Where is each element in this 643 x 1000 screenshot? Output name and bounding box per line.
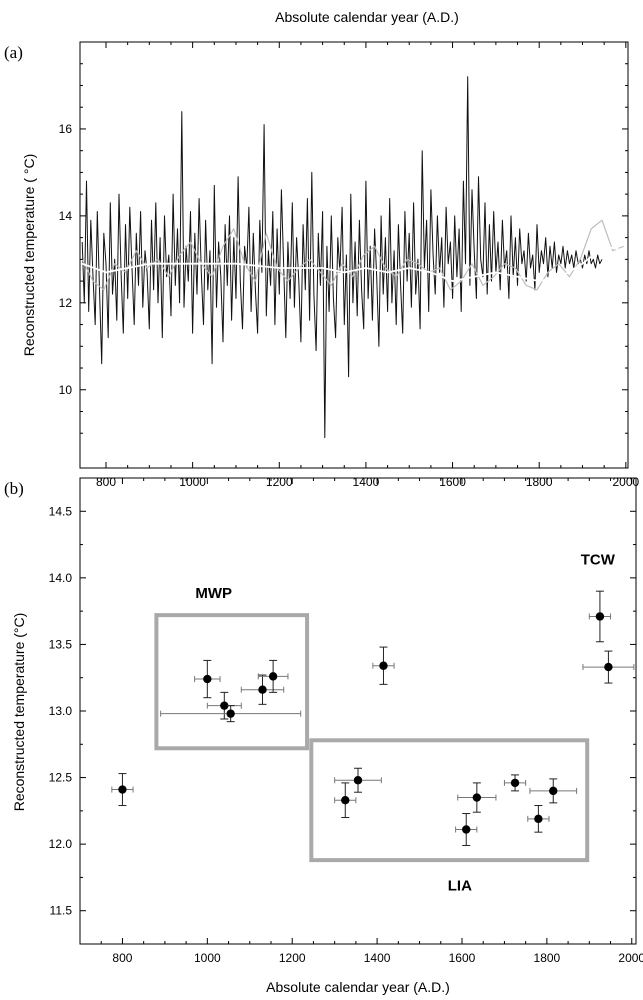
- panel-b-y-axis-label: Reconstructed temperature (°C): [11, 613, 27, 812]
- panel-b-x-tick-label: 1400: [364, 951, 391, 965]
- panel-b-x-tick-label: 1000: [194, 951, 221, 965]
- panel-b-y-tick-label: 12.5: [49, 771, 73, 785]
- point-marker: [534, 814, 543, 824]
- panel-a-y-axis-label: Reconstructed temperature ( °C): [21, 154, 37, 356]
- panel-b-x-tick-label: 1600: [449, 951, 476, 965]
- data-point: [334, 767, 382, 793]
- point-marker: [258, 685, 267, 694]
- data-point: [527, 805, 550, 833]
- panel-b-ticks: 800 1000 1200 1400 1600 1800 2000 11.5 12.0 12.5 1…: [49, 477, 643, 965]
- data-point: [240, 674, 285, 705]
- panel-a-x-tick-label: 1800: [526, 475, 553, 489]
- data-point: [582, 650, 635, 684]
- point-marker: [226, 709, 235, 718]
- region-box-lia: [309, 738, 590, 863]
- point-marker: [595, 612, 605, 621]
- panel-a-y-tick-label: 14: [59, 209, 73, 223]
- panel-b-x-tick-label: 2000: [618, 951, 643, 965]
- data-point: [111, 773, 134, 807]
- data-point: [334, 782, 357, 819]
- point-marker: [203, 674, 212, 684]
- point-marker: [472, 793, 482, 802]
- panel-b-label: (b): [4, 479, 24, 498]
- panel-a-series-0: [81, 76, 603, 439]
- panel-b-y-tick-label: 13.0: [49, 704, 73, 718]
- panel-a-x-tick-label: 1400: [353, 475, 380, 489]
- panel-a-y-tick-label: 10: [59, 383, 73, 397]
- data-point: [257, 659, 289, 693]
- panel-a-x-tick-label: 1200: [266, 475, 293, 489]
- panel-b: (b) MWP LIA TCW 800 1000 1200 1400 1600 1800 200…: [4, 477, 643, 995]
- region-box-mwp: [154, 613, 310, 751]
- region-label-mwp: MWP: [195, 585, 232, 602]
- panel-b-x-tick-label: 800: [112, 951, 132, 965]
- panel-b-frame: [79, 477, 637, 945]
- panel-b-y-tick-label: 14.0: [49, 571, 73, 585]
- point-marker: [341, 796, 350, 805]
- panel-a-series-1: [81, 219, 624, 291]
- region-label-lia: LIA: [448, 878, 472, 895]
- panel-a-y-tick-label: 12: [59, 296, 73, 310]
- point-marker: [353, 776, 363, 785]
- panel-b-y-tick-label: 11.5: [50, 904, 73, 918]
- panel-a-x-tick-label: 800: [96, 475, 116, 489]
- panel-b-regions: MWP LIA TCW: [154, 552, 616, 895]
- point-marker: [549, 786, 558, 796]
- panel-b-x-tick-label: 1200: [279, 951, 306, 965]
- panel-a-frame: [79, 41, 629, 469]
- data-point: [194, 659, 221, 699]
- point-marker: [118, 785, 127, 794]
- top-x-axis-label: Absolute calendar year (A.D.): [275, 9, 459, 25]
- panel-b-points: [111, 590, 635, 846]
- panel-b-y-tick-label: 12.0: [49, 837, 73, 851]
- data-point: [206, 691, 242, 720]
- region-label-tcw: TCW: [581, 552, 616, 569]
- panel-a-plot-area: [81, 76, 626, 439]
- data-point: [160, 705, 302, 723]
- point-marker: [604, 662, 613, 672]
- point-marker: [268, 672, 278, 681]
- panel-b-x-axis-label: Absolute calendar year (A.D.): [266, 979, 450, 995]
- point-marker: [220, 701, 229, 710]
- data-point: [455, 813, 478, 846]
- data-point: [503, 774, 527, 792]
- panel-a-label: (a): [4, 43, 23, 62]
- panel-a-x-tick-label: 1000: [179, 475, 206, 489]
- point-marker: [462, 825, 471, 834]
- data-point: [588, 590, 612, 643]
- panel-a-series-2: [81, 245, 626, 282]
- point-marker: [379, 661, 388, 670]
- panel-b-x-tick-label: 1800: [534, 951, 561, 965]
- data-point: [529, 778, 578, 804]
- data-point: [372, 646, 395, 685]
- panel-a-x-tick-label: 2000: [612, 475, 639, 489]
- panel-b-y-tick-label: 14.5: [49, 504, 73, 518]
- panel-a-y-tick-label: 16: [59, 122, 73, 136]
- data-point: [457, 782, 497, 813]
- point-marker: [510, 778, 520, 788]
- panel-b-y-tick-label: 13.5: [49, 637, 73, 651]
- panel-a: (a) 800 1000 1200 1400 1600 1800 200010121416 …: [4, 41, 640, 489]
